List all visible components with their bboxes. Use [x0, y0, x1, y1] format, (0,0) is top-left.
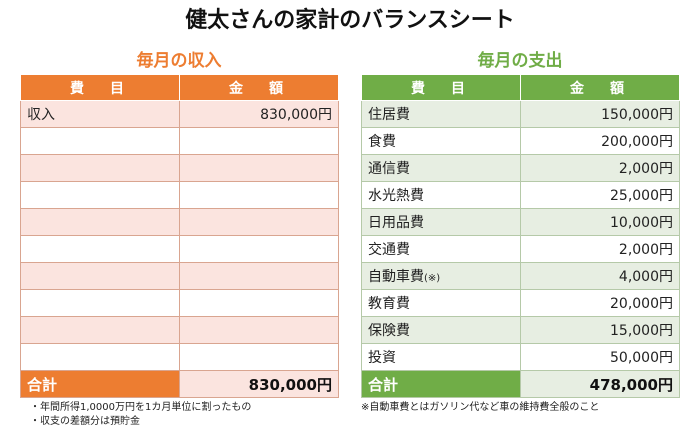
income-note: ・収支の差額分は預貯金	[30, 416, 140, 427]
income-item-amount	[179, 208, 339, 236]
income-item-name	[20, 154, 180, 182]
income-total-label: 合計	[20, 370, 180, 398]
expense-item-name: 食費	[361, 127, 521, 155]
table-row	[20, 154, 339, 182]
expense-total-row: 合計 478,000円	[361, 370, 680, 398]
expense-panel: 毎月の支出 費 目 金 額 住居費 150,000円 食費 200,000円 通…	[361, 50, 680, 415]
table-row: 収入 830,000円	[20, 100, 339, 128]
table-row	[20, 343, 339, 371]
income-item-amount	[179, 127, 339, 155]
table-row	[20, 289, 339, 317]
expense-table: 費 目 金 額 住居費 150,000円 食費 200,000円 通信費 2,0…	[361, 74, 680, 398]
income-item-amount	[179, 181, 339, 209]
expense-item-amount: 20,000円	[520, 289, 680, 317]
expense-item-amount: 2,000円	[520, 235, 680, 263]
income-item-amount	[179, 235, 339, 263]
income-header-amount: 金 額	[179, 74, 339, 101]
income-total-row: 合計 830,000円	[20, 370, 339, 398]
table-row: 水光熱費 25,000円	[361, 181, 680, 209]
table-row	[20, 181, 339, 209]
expense-item-name: 保険費	[361, 316, 521, 344]
income-notes: ・年間所得1,0000万円を1カ月単位に割ったもの ・収支の差額分は預貯金	[20, 401, 338, 429]
expense-item-name: 日用品費	[361, 208, 521, 236]
expense-item-amount: 10,000円	[520, 208, 680, 236]
income-item-name	[20, 343, 180, 371]
income-section-title: 毎月の収入	[136, 51, 222, 71]
income-item-amount	[179, 316, 339, 344]
income-item-name: 収入	[20, 100, 180, 128]
expense-section-title: 毎月の支出	[477, 51, 563, 71]
income-item-amount	[179, 343, 339, 371]
expense-item-amount: 2,000円	[520, 154, 680, 182]
table-row: 通信費 2,000円	[361, 154, 680, 182]
income-item-name	[20, 262, 180, 290]
expense-total-label: 合計	[361, 370, 521, 398]
expense-item-label: 自動車費	[368, 269, 424, 285]
expense-item-name: 通信費	[361, 154, 521, 182]
income-item-name	[20, 181, 180, 209]
expense-item-name: 水光熱費	[361, 181, 521, 209]
table-row	[20, 127, 339, 155]
table-row: 交通費 2,000円	[361, 235, 680, 263]
income-item-name	[20, 208, 180, 236]
expense-item-amount: 25,000円	[520, 181, 680, 209]
income-header-row: 費 目 金 額	[20, 74, 339, 101]
table-row: 投資 50,000円	[361, 343, 680, 371]
income-item-name	[20, 235, 180, 263]
expense-item-note-mark: (※)	[424, 273, 441, 284]
expense-item-name: 自動車費(※)	[361, 262, 521, 290]
expense-note: ※自動車費とはガソリン代など車の維持費全般のこと	[361, 402, 600, 413]
income-item-amount	[179, 262, 339, 290]
income-table: 費 目 金 額 収入 830,000円	[20, 74, 339, 398]
income-item-amount: 830,000円	[179, 100, 339, 128]
expense-item-amount: 150,000円	[520, 100, 680, 128]
expense-item-name: 交通費	[361, 235, 521, 263]
income-item-amount	[179, 154, 339, 182]
table-row: 教育費 20,000円	[361, 289, 680, 317]
page-title: 健太さんの家計のバランスシート	[185, 8, 515, 33]
income-panel: 毎月の収入 費 目 金 額 収入 830,000円	[20, 50, 339, 429]
table-row: 日用品費 10,000円	[361, 208, 680, 236]
expense-item-amount: 4,000円	[520, 262, 680, 290]
table-row	[20, 235, 339, 263]
income-item-name	[20, 316, 180, 344]
income-item-amount	[179, 289, 339, 317]
expense-item-name: 投資	[361, 343, 521, 371]
table-row	[20, 208, 339, 236]
expense-total-amount: 478,000円	[520, 370, 680, 398]
income-item-name	[20, 127, 180, 155]
table-row	[20, 316, 339, 344]
table-row	[20, 262, 339, 290]
income-item-name	[20, 289, 180, 317]
expense-item-name: 住居費	[361, 100, 521, 128]
expense-notes: ※自動車費とはガソリン代など車の維持費全般のこと	[361, 401, 679, 415]
expense-header-row: 費 目 金 額	[361, 74, 680, 101]
table-row: 食費 200,000円	[361, 127, 680, 155]
income-total-amount: 830,000円	[179, 370, 339, 398]
table-row: 自動車費(※) 4,000円	[361, 262, 680, 290]
income-header-item: 費 目	[20, 74, 180, 101]
expense-item-amount: 200,000円	[520, 127, 680, 155]
table-row: 住居費 150,000円	[361, 100, 680, 128]
income-note: ・年間所得1,0000万円を1カ月単位に割ったもの	[30, 402, 252, 413]
table-row: 保険費 15,000円	[361, 316, 680, 344]
expense-item-amount: 15,000円	[520, 316, 680, 344]
expense-item-name: 教育費	[361, 289, 521, 317]
expense-item-amount: 50,000円	[520, 343, 680, 371]
expense-header-amount: 金 額	[520, 74, 680, 101]
expense-header-item: 費 目	[361, 74, 521, 101]
